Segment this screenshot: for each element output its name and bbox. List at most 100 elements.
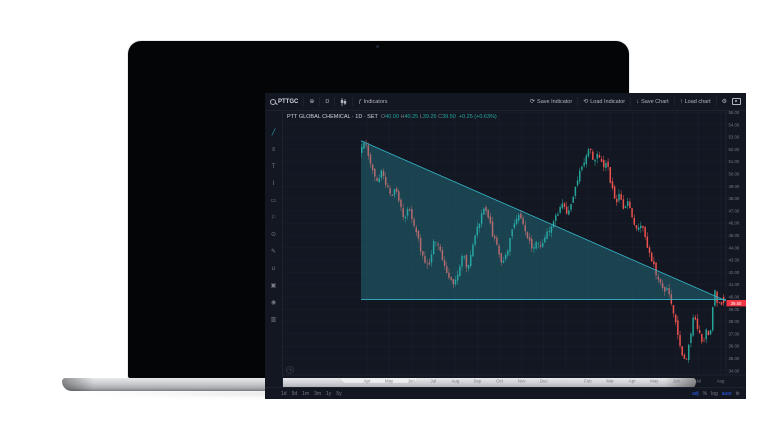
brush-tool-icon[interactable]: ✎ bbox=[270, 249, 277, 255]
trend-line-tool-icon[interactable]: ╱ bbox=[271, 130, 276, 136]
price-tick-label: 50.00 bbox=[729, 172, 740, 177]
price-tick-label: 39.00 bbox=[729, 307, 740, 312]
range-button-1d[interactable]: 1d bbox=[281, 390, 287, 397]
search-icon bbox=[270, 98, 276, 105]
toolbar-divider bbox=[352, 97, 354, 106]
date-range-buttons: 1d 5d 1m 3m 1y 5y bbox=[281, 391, 342, 397]
ohlc-key: O bbox=[380, 114, 386, 120]
save-chart-button-icon: ↓ bbox=[636, 98, 640, 105]
symbol-title: PTT GLOBAL CHEMICAL · 1D · SET bbox=[287, 114, 378, 120]
range-button-3m[interactable]: 3m bbox=[314, 390, 322, 397]
toolbar-divider bbox=[715, 97, 717, 106]
toolbar-left-group: PTTGC ⊕ D bbox=[270, 97, 387, 106]
chart-canvas[interactable]: 55.00 54.00 53.00 52.00 51.00 50.00 49.00 48.00… bbox=[265, 93, 746, 399]
settings-gear-icon[interactable]: ⚙ bbox=[721, 98, 727, 105]
price-tick-label: 42.00 bbox=[729, 270, 740, 275]
compare-symbol-button[interactable]: ⊕ bbox=[309, 99, 314, 105]
time-tick-label: Oct bbox=[496, 379, 503, 384]
remove-drawings-tool-icon[interactable]: ▥ bbox=[270, 317, 277, 323]
price-tick-label: 54.00 bbox=[729, 122, 740, 127]
range-button-5y[interactable]: 5y bbox=[336, 390, 342, 397]
rectangle-tool-icon[interactable]: ▭ bbox=[270, 198, 277, 204]
time-tick-label: Apr bbox=[629, 379, 636, 384]
time-tick-label: May bbox=[385, 379, 394, 384]
toolbar-right-group: ⟳ Save Indicator ⟲ Load Indicator ↓ Save Char… bbox=[530, 97, 741, 106]
scale-button-log[interactable]: log bbox=[711, 390, 718, 397]
toolbar-divider bbox=[673, 97, 675, 106]
chart-type-button[interactable] bbox=[340, 97, 347, 106]
range-button-1y[interactable]: 1y bbox=[326, 390, 332, 397]
text-tool-icon[interactable]: T bbox=[271, 164, 276, 170]
save-indicator-button-label: Save Indicator bbox=[537, 98, 573, 105]
price-tick-label: 52.00 bbox=[729, 147, 740, 152]
load-indicator-button[interactable]: ⟲ Load Indicator bbox=[583, 99, 625, 105]
hide-drawings-tool-icon[interactable]: ◉ bbox=[270, 300, 277, 306]
time-tick-label: Sep bbox=[474, 379, 482, 384]
time-tick-label: Jul bbox=[696, 379, 702, 384]
candlestick-chart-icon bbox=[341, 97, 347, 106]
magnet-tool-icon[interactable]: ∪ bbox=[271, 266, 276, 272]
indicators-button[interactable]: ƒ Indicators bbox=[358, 98, 388, 105]
scale-button-adj[interactable]: adj bbox=[691, 390, 699, 397]
load-chart-button[interactable]: ↑ Load chart bbox=[680, 99, 711, 105]
time-tick-label: Dec bbox=[540, 379, 548, 384]
load-chart-button-label: Load chart bbox=[684, 98, 711, 105]
time-tick-label: Aug bbox=[452, 379, 460, 384]
fib-retracement-tool-icon[interactable]: ≡ bbox=[271, 147, 276, 153]
time-tick-label: Nov bbox=[518, 379, 526, 384]
time-tick-label: Feb bbox=[584, 379, 592, 384]
price-tick-label: 49.00 bbox=[729, 184, 740, 189]
function-icon: ƒ bbox=[358, 98, 362, 105]
range-button-1m[interactable]: 1m bbox=[302, 390, 310, 397]
time-tick-label: May bbox=[650, 379, 659, 384]
scale-button-%[interactable]: % bbox=[702, 390, 708, 397]
scale-button-auto[interactable]: auto bbox=[721, 390, 732, 397]
ohlc-values: O40.00 H40.25 L39.25 C39.50 bbox=[381, 114, 456, 120]
ohlc-key: C bbox=[438, 114, 443, 120]
toolbar-divider bbox=[577, 97, 579, 106]
time-tick-label: 2022 bbox=[561, 379, 571, 384]
price-tick-label: 51.00 bbox=[729, 159, 740, 164]
price-tick-label: 55.00 bbox=[729, 110, 740, 115]
change-value: +0.25 (+0.63%) bbox=[458, 114, 497, 120]
drawing-toolbar: ╱ ≡ T Ⅰ ▭ ⚐ ⊙ ✎ ∪ ▣ ◉ ▥ bbox=[265, 111, 283, 387]
price-tick-label: 44.00 bbox=[729, 245, 740, 250]
range-button-5d[interactable]: 5d bbox=[291, 390, 298, 397]
bottom-toolbar: 1d 5d 1m 3m 1y 5y adj% log auto ⚙ bbox=[265, 387, 746, 399]
load-indicator-button-label: Load Indicator bbox=[590, 98, 626, 105]
price-tick-label: 43.00 bbox=[729, 258, 740, 263]
laptop-screen: 55.00 54.00 53.00 52.00 51.00 50.00 49.00 48.00… bbox=[128, 41, 746, 399]
toolbar-divider bbox=[630, 97, 632, 106]
toolbar-divider bbox=[303, 97, 305, 106]
ohlc-value: 40.00 bbox=[385, 114, 401, 120]
price-tick-label: 45.00 bbox=[729, 233, 740, 238]
price-axis[interactable] bbox=[726, 111, 746, 375]
load-indicator-button-icon: ⟲ bbox=[583, 98, 589, 105]
compare-icon: ⊕ bbox=[309, 98, 315, 105]
symbol-search-button[interactable]: PTTGC bbox=[270, 98, 298, 105]
last-price-tag: 39.50 bbox=[726, 299, 746, 307]
price-tick-label: 46.00 bbox=[729, 221, 740, 226]
price-tick-label: 36.00 bbox=[729, 344, 740, 349]
time-axis[interactable] bbox=[283, 375, 726, 387]
price-tick-label: 38.00 bbox=[729, 319, 740, 324]
circle-tool-icon[interactable]: ⊙ bbox=[270, 232, 277, 238]
lock-drawings-tool-icon[interactable]: ▣ bbox=[270, 283, 277, 289]
screenshot-camera-icon[interactable] bbox=[732, 98, 741, 105]
scale-settings-icon[interactable]: ⚙ bbox=[735, 390, 740, 397]
save-indicator-button-icon: ⟳ bbox=[530, 98, 536, 105]
interval-button[interactable]: D bbox=[325, 98, 330, 105]
symbol-legend: PTT GLOBAL CHEMICAL · 1D · SET O40.00 H4… bbox=[287, 114, 497, 120]
annotation-tool-icon[interactable]: Ⅰ bbox=[272, 181, 275, 187]
ohlc-value: 39.25 bbox=[422, 114, 439, 120]
price-tick-label: 48.00 bbox=[729, 196, 740, 201]
flag-tool-icon[interactable]: ⚐ bbox=[270, 215, 277, 221]
save-indicator-button[interactable]: ⟳ Save Indicator bbox=[530, 99, 572, 105]
time-tick-label: Aug bbox=[717, 379, 725, 384]
price-tick-label: 34.00 bbox=[729, 368, 740, 373]
toolbar-divider bbox=[334, 97, 336, 106]
save-chart-button[interactable]: ↓ Save Chart bbox=[636, 99, 669, 105]
ohlc-value: 40.25 bbox=[404, 114, 420, 120]
price-tick-label: 40.00 bbox=[729, 295, 740, 300]
webcam-icon bbox=[376, 45, 379, 48]
